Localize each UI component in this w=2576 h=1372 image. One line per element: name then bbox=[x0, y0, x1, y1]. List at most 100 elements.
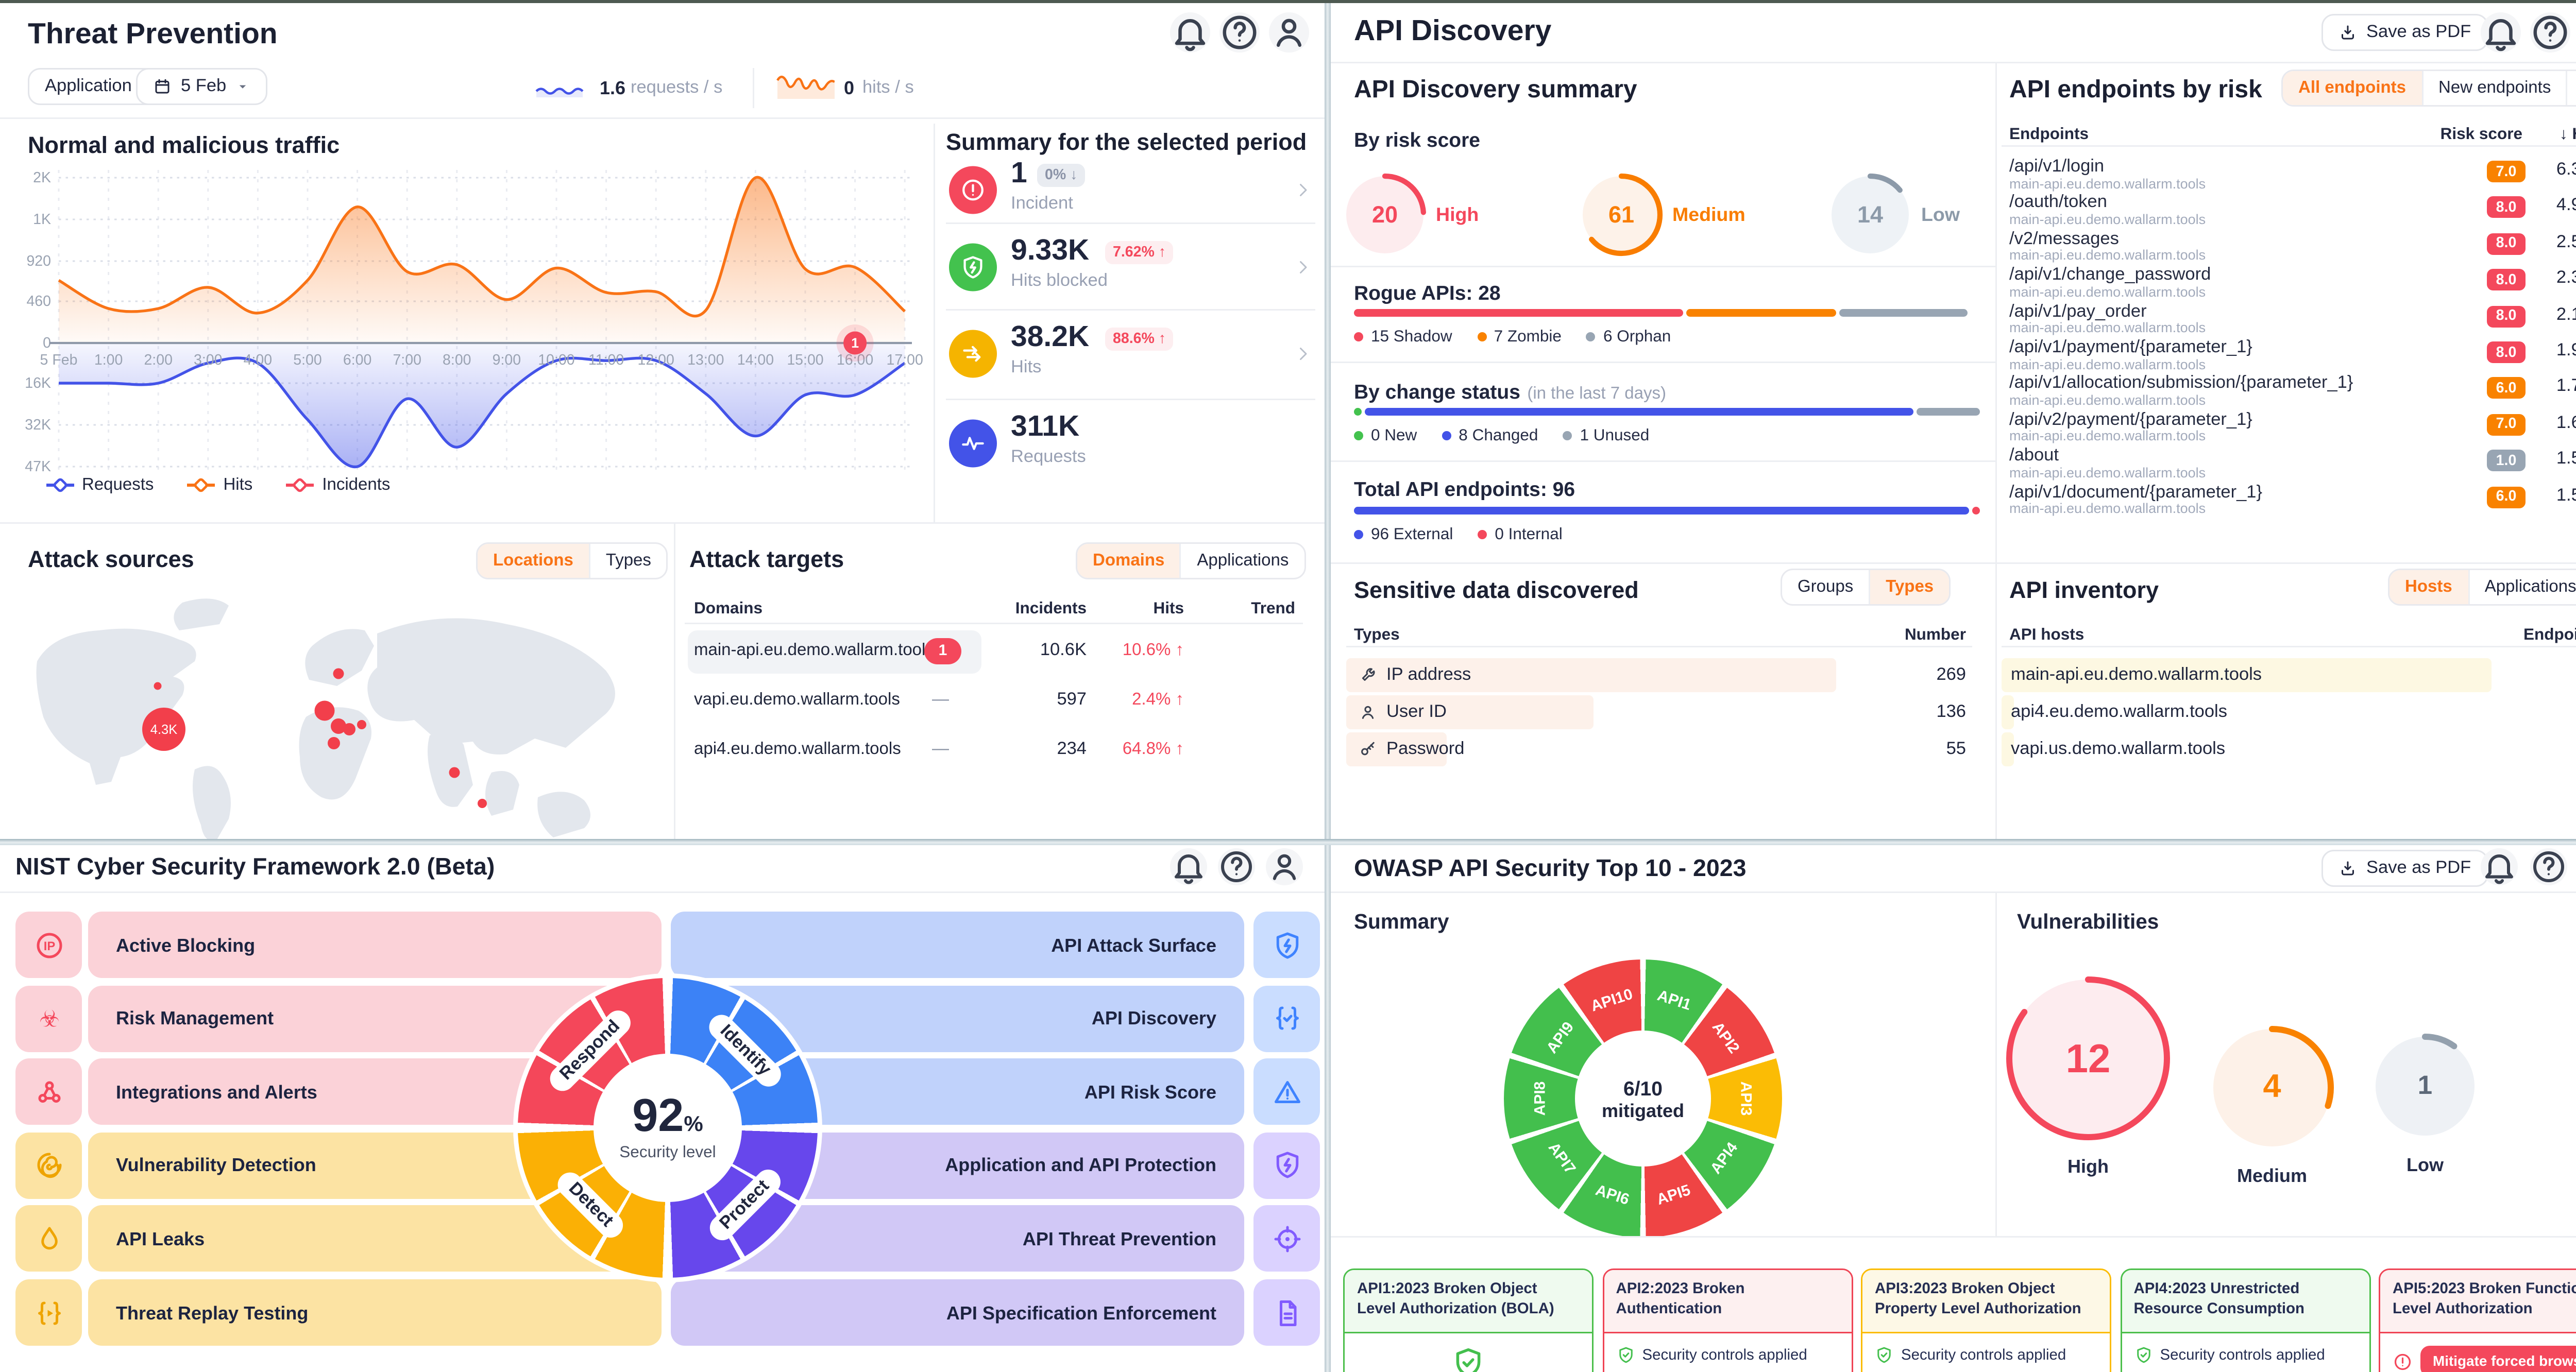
endpoint-row[interactable]: /api/v2/payment/{parameter_1} main-api.eu… bbox=[2009, 407, 2576, 444]
tab-new-endpoints[interactable]: New endpoints bbox=[2421, 71, 2566, 105]
col-header-endpoints: Endpoints bbox=[2009, 125, 2089, 144]
help-button[interactable] bbox=[2530, 848, 2567, 885]
endpoint-row[interactable]: /api/v1/allocation/submission/{parameter… bbox=[2009, 371, 2576, 408]
nist-item-api-specification-enforcement[interactable]: API Specification Enforcement bbox=[671, 1279, 1244, 1346]
donut-value: 61 bbox=[1608, 201, 1635, 228]
attack-sources-title: Attack sources bbox=[28, 547, 194, 573]
help-button[interactable] bbox=[1219, 12, 1260, 53]
summary-row-requests[interactable]: 311K Requests bbox=[940, 408, 1318, 479]
divider bbox=[946, 309, 1315, 311]
attack-target-row[interactable]: api4.eu.demo.wallarm.tools — 234 64.8% ↑ bbox=[685, 729, 1303, 776]
tab-types[interactable]: Types bbox=[1869, 570, 1950, 604]
sensitive-row-user-id[interactable]: User ID 136 bbox=[1346, 695, 1972, 731]
sensitive-number: 136 bbox=[1936, 703, 1966, 722]
date-filter[interactable]: 5 Feb bbox=[136, 68, 268, 105]
owasp-card-2[interactable]: API2:2023 Broken Authentication Security … bbox=[1602, 1268, 1853, 1372]
tab-domains[interactable]: Domains bbox=[1077, 544, 1180, 578]
endpoint-row[interactable]: /api/v1/document/{parameter_1} main-api.e… bbox=[2009, 480, 2576, 517]
tab-shadow[interactable]: Shadow bbox=[2566, 71, 2576, 105]
tab-all-endpoints[interactable]: All endpoints bbox=[2283, 71, 2422, 105]
summary-row-hits[interactable]: 38.2K 88.6% ↑ Hits bbox=[940, 318, 1318, 389]
page-title: NIST Cyber Security Framework 2.0 (Beta) bbox=[15, 854, 495, 881]
owasp-segment-label-api3[interactable]: API3 bbox=[1736, 1081, 1754, 1116]
legend-item-hits[interactable]: Hits bbox=[188, 476, 252, 494]
window-top-edge bbox=[0, 0, 2576, 3]
donut-label: High bbox=[1436, 204, 1479, 226]
help-icon bbox=[1219, 12, 1260, 53]
legend-item-requests[interactable]: Requests bbox=[46, 476, 154, 494]
user-menu-button[interactable] bbox=[1266, 848, 1303, 885]
threat-prevention-panel: Threat Prevention Application 5 Feb 1.6 … bbox=[0, 3, 1325, 839]
nist-item-api-attack-surface[interactable]: API Attack Surface bbox=[671, 912, 1244, 978]
attack-sources-map: 4.3K bbox=[36, 598, 615, 839]
svg-text:1K: 1K bbox=[33, 211, 51, 228]
legend-dot bbox=[1478, 530, 1487, 539]
tab-types[interactable]: Types bbox=[588, 544, 667, 578]
endpoint-row[interactable]: /api/v1/change_password main-api.eu.demo.… bbox=[2009, 263, 2576, 300]
legend-item-incidents[interactable]: Incidents bbox=[286, 476, 390, 494]
owasp-segment-label-api8[interactable]: API8 bbox=[1532, 1081, 1550, 1116]
endpoint-row[interactable]: /v2/messages main-api.eu.demo.wallarm.too… bbox=[2009, 227, 2576, 263]
inventory-endpoints: 2 bbox=[2510, 703, 2576, 722]
mitigate-button[interactable]: Mitigate forced browsing bbox=[2420, 1346, 2576, 1372]
user-menu-button[interactable] bbox=[1269, 12, 1309, 53]
sensitive-row-password[interactable]: Password 55 bbox=[1346, 732, 1972, 768]
notifications-button[interactable] bbox=[2481, 12, 2521, 53]
sensitive-row-ip-address[interactable]: IP address 269 bbox=[1346, 658, 1972, 694]
target-hits: 10.6K bbox=[1040, 641, 1087, 660]
tab-applications[interactable]: Applications bbox=[2467, 570, 2576, 604]
divider bbox=[946, 222, 1315, 224]
svg-text:IP: IP bbox=[43, 939, 55, 953]
notifications-button[interactable] bbox=[2481, 848, 2518, 885]
inventory-row[interactable]: api4.eu.demo.wallarm.tools 2 bbox=[2002, 695, 2576, 731]
targets-divider bbox=[674, 522, 675, 839]
total-endpoints-legend: 96 External 0 Internal bbox=[1354, 525, 1563, 544]
chevron-right-icon[interactable] bbox=[1294, 345, 1312, 363]
summary-row-incident[interactable]: 1 0% ↓ Incident bbox=[940, 155, 1318, 226]
attack-target-row[interactable]: vapi.eu.demo.wallarm.tools — 597 2.4% ↑ bbox=[685, 680, 1303, 726]
tab-hosts[interactable]: Hosts bbox=[2389, 570, 2468, 604]
chevron-right-icon[interactable] bbox=[1294, 258, 1312, 277]
help-button[interactable] bbox=[2530, 12, 2570, 53]
tab-locations[interactable]: Locations bbox=[478, 544, 589, 578]
owasp-card-3[interactable]: API3:2023 Broken Object Property Level A… bbox=[1861, 1268, 2111, 1372]
change-status-heading-text: By change status bbox=[1354, 380, 1520, 403]
summary-value: 311K bbox=[1011, 411, 1080, 443]
endpoint-row[interactable]: /api/v1/login main-api.eu.demo.wallarm.to… bbox=[2009, 155, 2576, 191]
nist-item-threat-replay-testing[interactable]: Threat Replay Testing bbox=[88, 1279, 662, 1346]
table-header-divider bbox=[685, 623, 1303, 624]
tab-groups[interactable]: Groups bbox=[1798, 578, 1854, 596]
inventory-row[interactable]: vapi.us.demo.wallarm.tools 1 bbox=[2002, 732, 2576, 768]
col-header-trend: Trend bbox=[1251, 599, 1295, 618]
endpoint-row[interactable]: /about main-api.eu.demo.wallarm.tools 1.0 1… bbox=[2009, 444, 2576, 481]
nist-item-label: API Risk Score bbox=[1084, 1081, 1216, 1103]
save-as-pdf-button[interactable]: Save as PDF bbox=[2321, 850, 2488, 887]
endpoint-row[interactable]: /api/v1/payment/{parameter_1} main-api.eu… bbox=[2009, 335, 2576, 372]
summary-value: 9.33K bbox=[1011, 235, 1090, 267]
save-as-pdf-button[interactable]: Save as PDF bbox=[2321, 14, 2488, 51]
summary-label: Hits blocked bbox=[1011, 272, 1108, 290]
tab-applications[interactable]: Applications bbox=[1180, 544, 1304, 578]
col-header-hits: ↓ Hits bbox=[2559, 125, 2576, 144]
owasp-card-1[interactable]: API1:2023 Broken Object Level Authorizat… bbox=[1343, 1268, 1594, 1372]
notifications-button[interactable] bbox=[1170, 12, 1210, 53]
owasp-card-5[interactable]: API5:2023 Broken Function Level Authoriz… bbox=[2379, 1268, 2576, 1372]
owasp-card-4[interactable]: API4:2023 Unrestricted Resource Consumpt… bbox=[2120, 1268, 2370, 1372]
svg-text:1:00: 1:00 bbox=[94, 352, 123, 368]
attack-target-row[interactable]: main-api.eu.demo.wallarm.tools 1 10.6K 10.6… bbox=[685, 630, 1303, 677]
bell-icon bbox=[1170, 848, 1207, 885]
endpoint-row[interactable]: /api/v1/pay_order main-api.eu.demo.wallar… bbox=[2009, 299, 2576, 336]
sensitive-label: Password bbox=[1386, 740, 1465, 759]
notifications-button[interactable] bbox=[1170, 848, 1207, 885]
attack-source-bubble[interactable] bbox=[142, 708, 185, 751]
inventory-host: main-api.eu.demo.wallarm.tools bbox=[2011, 666, 2262, 684]
vulnerability-label: Low bbox=[2406, 1154, 2444, 1176]
nist-item-active-blocking[interactable]: Active Blocking bbox=[88, 912, 662, 978]
chevron-right-icon[interactable] bbox=[1294, 181, 1312, 199]
help-button[interactable] bbox=[1218, 848, 1255, 885]
summary-row-hits-blocked[interactable]: 9.33K 7.62% ↑ Hits blocked bbox=[940, 232, 1318, 303]
endpoint-row[interactable]: /oauth/token main-api.eu.demo.wallarm.too… bbox=[2009, 191, 2576, 227]
svg-text:16K: 16K bbox=[25, 375, 51, 391]
risk-score-badge: 8.0 bbox=[2487, 305, 2526, 327]
inventory-row[interactable]: main-api.eu.demo.wallarm.tools 93 bbox=[2002, 658, 2576, 694]
